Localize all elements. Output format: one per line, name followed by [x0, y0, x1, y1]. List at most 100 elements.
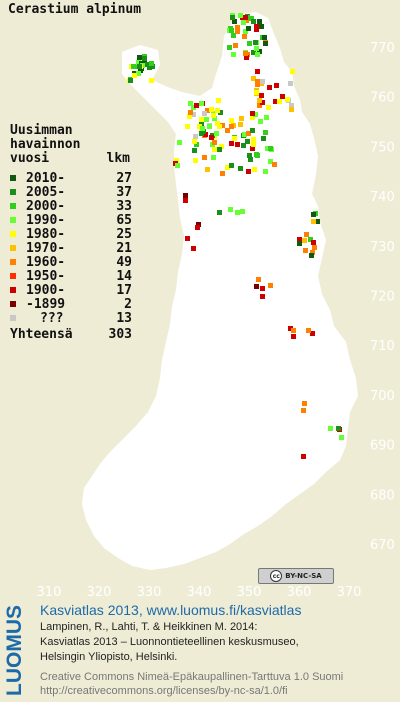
observation-square	[216, 98, 221, 103]
observation-square	[242, 34, 247, 39]
legend-total: Yhteensä 303	[10, 327, 132, 342]
observation-square	[191, 246, 196, 251]
observation-square	[254, 27, 259, 32]
legend-heading-line-2: havainnon	[10, 137, 81, 152]
observation-square	[244, 55, 249, 60]
observation-square	[306, 328, 311, 333]
observation-square	[225, 165, 230, 170]
cc-license-badge[interactable]: cc BY-NC-SA	[258, 568, 334, 584]
observation-square	[232, 136, 237, 141]
observation-square	[204, 117, 209, 122]
observation-square	[259, 24, 264, 29]
legend-label: 2005-	[26, 184, 66, 200]
observation-square	[291, 334, 296, 339]
observation-square	[247, 153, 252, 158]
observation-square	[203, 132, 208, 137]
observation-square	[132, 73, 137, 78]
legend-swatch	[10, 203, 16, 209]
observation-square	[268, 146, 273, 151]
observation-square	[217, 124, 222, 129]
observation-square	[211, 155, 216, 160]
observation-square	[205, 167, 210, 172]
observation-square	[255, 52, 260, 57]
observation-square	[229, 124, 234, 129]
legend-swatch	[10, 175, 16, 181]
legend-label: 1950-	[26, 268, 66, 284]
footer-title-link[interactable]: Kasviatlas 2013, www.luomus.fi/kasviatla…	[40, 602, 302, 618]
observation-square	[192, 148, 197, 153]
legend-label: -1899	[26, 296, 66, 312]
observation-square	[253, 40, 258, 45]
luomus-logo-text: LUOMUS	[4, 605, 26, 696]
observation-square	[260, 100, 265, 105]
observation-square	[215, 108, 220, 113]
legend-count: 25	[116, 226, 132, 242]
license-line[interactable]: http://creativecommons.org/licenses/by-n…	[40, 685, 288, 697]
observation-square	[200, 126, 205, 131]
observation-square	[188, 101, 193, 106]
observation-square	[241, 20, 246, 25]
observation-square	[243, 51, 248, 56]
legend-total-count: 303	[108, 327, 132, 342]
legend-item: ??? 13	[10, 310, 132, 326]
observation-square	[177, 140, 182, 145]
observation-square	[266, 105, 271, 110]
observation-square	[149, 78, 154, 83]
observation-square	[192, 139, 197, 144]
y-tick-label: 690	[370, 439, 395, 454]
observation-square	[252, 167, 257, 172]
legend-item: 1960- 49	[10, 255, 132, 270]
x-tick-label: 350	[237, 585, 262, 600]
legend-label: ???	[40, 310, 64, 326]
observation-square	[274, 83, 279, 88]
observation-square	[302, 401, 307, 406]
legend-item: 1980- 25	[10, 226, 132, 242]
legend: 2010- 27 2005- 37 2000- 33 1990- 65 1980- 25 …	[10, 171, 132, 342]
observation-square	[231, 52, 236, 57]
observation-square	[273, 99, 278, 104]
observation-square	[250, 146, 255, 151]
observation-square	[277, 99, 282, 104]
observation-square	[257, 98, 262, 103]
observation-square	[263, 169, 268, 174]
observation-square	[195, 225, 200, 230]
observation-square	[217, 210, 222, 215]
observation-square	[229, 28, 234, 33]
observation-square	[272, 162, 277, 167]
footer: Kasviatlas 2013, www.luomus.fi/kasviatla…	[40, 602, 343, 698]
observation-square	[260, 79, 265, 84]
observation-square	[309, 253, 314, 258]
observation-square	[262, 35, 267, 40]
observation-square	[191, 112, 196, 117]
observation-square	[245, 139, 250, 144]
observation-square	[235, 210, 240, 215]
cc-badge-text: BY-NC-SA	[285, 572, 322, 580]
finland-landmass	[82, 12, 358, 570]
observation-square	[199, 121, 204, 126]
observation-square	[183, 198, 188, 203]
observation-square	[136, 71, 141, 76]
legend-swatch	[10, 231, 16, 237]
legend-count: 27	[116, 170, 132, 186]
y-tick-label: 760	[370, 91, 395, 106]
legend-total-label: Yhteensä	[10, 327, 73, 342]
observation-square	[285, 97, 290, 102]
observation-square	[231, 33, 236, 38]
legend-swatch	[10, 189, 16, 195]
legend-swatch	[10, 273, 16, 279]
observation-square	[217, 147, 222, 152]
observation-square	[128, 78, 133, 83]
observation-square	[308, 237, 313, 242]
observation-square	[214, 131, 219, 136]
legend-label: 1980-	[26, 226, 66, 242]
observation-square	[175, 163, 180, 168]
observation-square	[229, 141, 234, 146]
observation-square	[291, 328, 296, 333]
observation-square	[193, 158, 198, 163]
observation-square	[257, 19, 262, 24]
observation-square	[254, 284, 259, 289]
observation-square	[289, 103, 294, 108]
legend-heading: Uusimman havainnon vuosi lkm	[10, 124, 130, 166]
legend-col-count: lkm	[106, 151, 130, 166]
